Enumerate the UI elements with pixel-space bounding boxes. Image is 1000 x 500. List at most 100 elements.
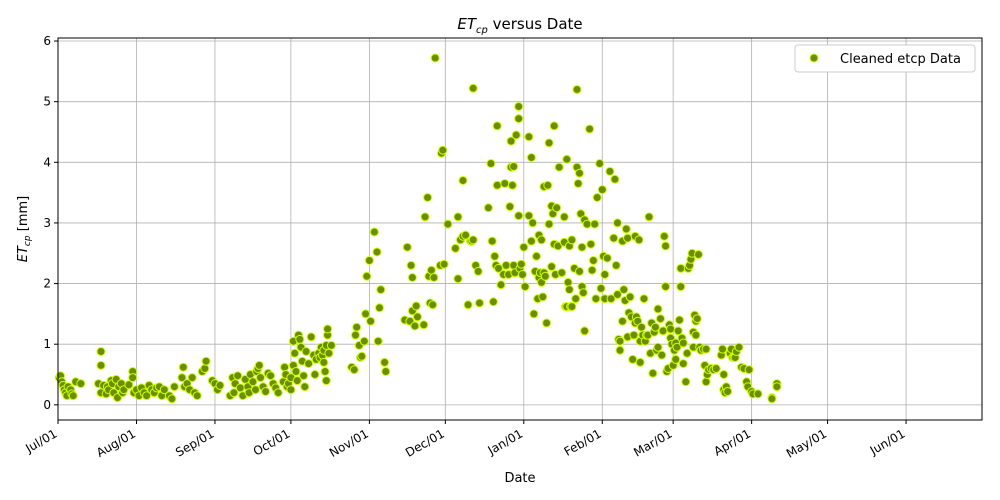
data-point	[661, 282, 671, 292]
data-point	[177, 373, 187, 383]
data-point	[648, 368, 658, 378]
chart-title: ETcp versus Date	[457, 15, 582, 36]
data-point	[291, 367, 301, 376]
data-point	[76, 379, 86, 389]
data-point	[559, 212, 569, 222]
data-point	[610, 174, 620, 184]
data-point	[552, 203, 562, 213]
data-point	[505, 202, 515, 212]
data-point	[619, 285, 629, 295]
data-point	[487, 236, 497, 246]
data-point	[254, 360, 264, 370]
data-point	[694, 250, 703, 259]
data-point	[691, 330, 701, 340]
data-point	[321, 376, 331, 386]
data-point	[532, 251, 541, 261]
data-point	[192, 391, 202, 401]
data-point	[500, 179, 510, 188]
data-point	[537, 235, 546, 245]
data-point	[629, 330, 639, 340]
data-point	[96, 360, 106, 370]
data-point	[201, 356, 211, 366]
data-point	[590, 219, 600, 229]
data-point	[361, 309, 371, 319]
data-point	[615, 345, 625, 355]
data-point	[575, 168, 584, 178]
data-point	[351, 330, 360, 340]
data-point	[413, 312, 422, 322]
data-point	[142, 391, 152, 401]
data-point	[526, 153, 536, 162]
y-tick-label: 4	[43, 155, 51, 169]
data-point	[286, 385, 296, 395]
data-point	[675, 315, 684, 325]
data-point	[544, 219, 554, 229]
data-point	[280, 362, 290, 372]
data-point	[600, 270, 610, 279]
data-point	[542, 318, 552, 328]
data-point	[514, 114, 524, 124]
data-point	[256, 373, 265, 383]
x-axis-label: Date	[504, 471, 535, 486]
data-point	[618, 316, 627, 326]
data-point	[547, 262, 557, 272]
data-point	[554, 162, 564, 172]
data-point	[373, 336, 383, 346]
data-point	[635, 357, 645, 367]
data-point	[564, 285, 574, 295]
data-point	[567, 302, 577, 312]
data-point	[673, 326, 683, 336]
data-point	[524, 211, 534, 221]
data-point	[514, 211, 524, 221]
data-point	[611, 260, 621, 270]
legend-box	[794, 44, 976, 73]
data-point	[591, 294, 601, 304]
data-point	[628, 354, 638, 364]
data-point	[509, 162, 519, 171]
data-point	[426, 265, 436, 275]
data-point	[562, 154, 572, 164]
data-point	[215, 380, 225, 390]
data-point	[540, 271, 550, 281]
data-point	[573, 179, 583, 188]
data-point	[596, 283, 606, 293]
y-tick-label: 1	[43, 337, 51, 351]
data-point	[167, 394, 177, 404]
data-point	[461, 230, 471, 240]
data-point	[295, 334, 305, 344]
data-point	[719, 370, 729, 379]
data-point	[266, 371, 276, 381]
data-point	[292, 376, 302, 386]
data-point	[650, 322, 660, 332]
data-point	[578, 288, 588, 298]
data-point	[734, 342, 744, 352]
y-axis-label: ETcp [mm]	[16, 196, 33, 262]
data-point	[450, 243, 460, 253]
data-point	[301, 347, 311, 356]
data-point	[169, 382, 179, 392]
data-point	[326, 340, 336, 350]
data-point	[514, 102, 524, 111]
data-point	[587, 265, 597, 275]
data-point	[572, 85, 582, 94]
data-point	[659, 231, 669, 241]
data-point	[567, 235, 577, 245]
data-point	[592, 193, 602, 202]
data-point	[473, 266, 483, 276]
y-tick-label: 3	[43, 216, 51, 230]
data-point	[524, 132, 534, 142]
data-point	[609, 233, 619, 243]
data-point	[711, 364, 721, 373]
data-point	[605, 166, 615, 176]
data-point	[718, 344, 727, 354]
legend-marker	[809, 53, 819, 63]
data-point	[68, 391, 78, 401]
data-point	[362, 271, 372, 281]
data-point	[506, 136, 516, 146]
data-point	[438, 145, 448, 155]
data-point	[381, 367, 391, 376]
data-point	[676, 263, 686, 273]
y-tick-label: 2	[43, 277, 51, 291]
data-point	[666, 324, 676, 334]
